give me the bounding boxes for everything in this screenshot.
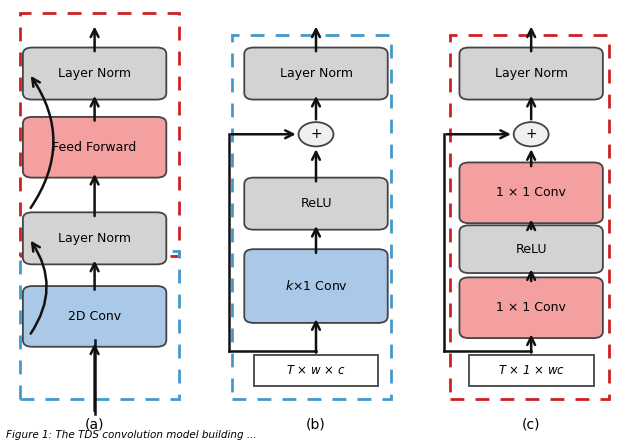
Text: Layer Norm: Layer Norm [495, 67, 568, 80]
Text: $k$×1 Conv: $k$×1 Conv [284, 279, 348, 293]
Text: Figure 1: The TDS convolution model building ...: Figure 1: The TDS convolution model buil… [6, 430, 257, 440]
Bar [253, 355, 379, 386]
FancyBboxPatch shape [459, 225, 603, 273]
FancyBboxPatch shape [23, 48, 166, 99]
Text: (a): (a) [85, 418, 104, 432]
FancyBboxPatch shape [23, 286, 166, 347]
FancyBboxPatch shape [459, 163, 603, 223]
FancyBboxPatch shape [245, 249, 387, 323]
FancyBboxPatch shape [245, 178, 387, 230]
Text: ReLU: ReLU [300, 197, 332, 210]
Text: 2D Conv: 2D Conv [68, 310, 121, 323]
Text: $T$ × 1 × $wc$: $T$ × 1 × $wc$ [497, 364, 565, 377]
Circle shape [298, 122, 334, 146]
Bar [469, 355, 593, 386]
FancyBboxPatch shape [459, 278, 603, 338]
Text: +: + [525, 127, 537, 141]
FancyBboxPatch shape [23, 212, 166, 264]
Text: 1 × 1 Conv: 1 × 1 Conv [496, 187, 566, 199]
Text: +: + [310, 127, 322, 141]
Text: Layer Norm: Layer Norm [279, 67, 353, 80]
Text: (c): (c) [522, 418, 540, 432]
Text: $T$ × $w$ × $c$: $T$ × $w$ × $c$ [286, 364, 346, 377]
Text: ReLU: ReLU [516, 243, 547, 255]
Text: Layer Norm: Layer Norm [58, 232, 131, 245]
Circle shape [514, 122, 549, 146]
FancyBboxPatch shape [245, 48, 387, 99]
Text: (b): (b) [306, 418, 326, 432]
FancyBboxPatch shape [459, 48, 603, 99]
Text: Layer Norm: Layer Norm [58, 67, 131, 80]
Text: 1 × 1 Conv: 1 × 1 Conv [496, 301, 566, 314]
FancyBboxPatch shape [23, 117, 166, 178]
Text: Feed Forward: Feed Forward [52, 141, 137, 154]
